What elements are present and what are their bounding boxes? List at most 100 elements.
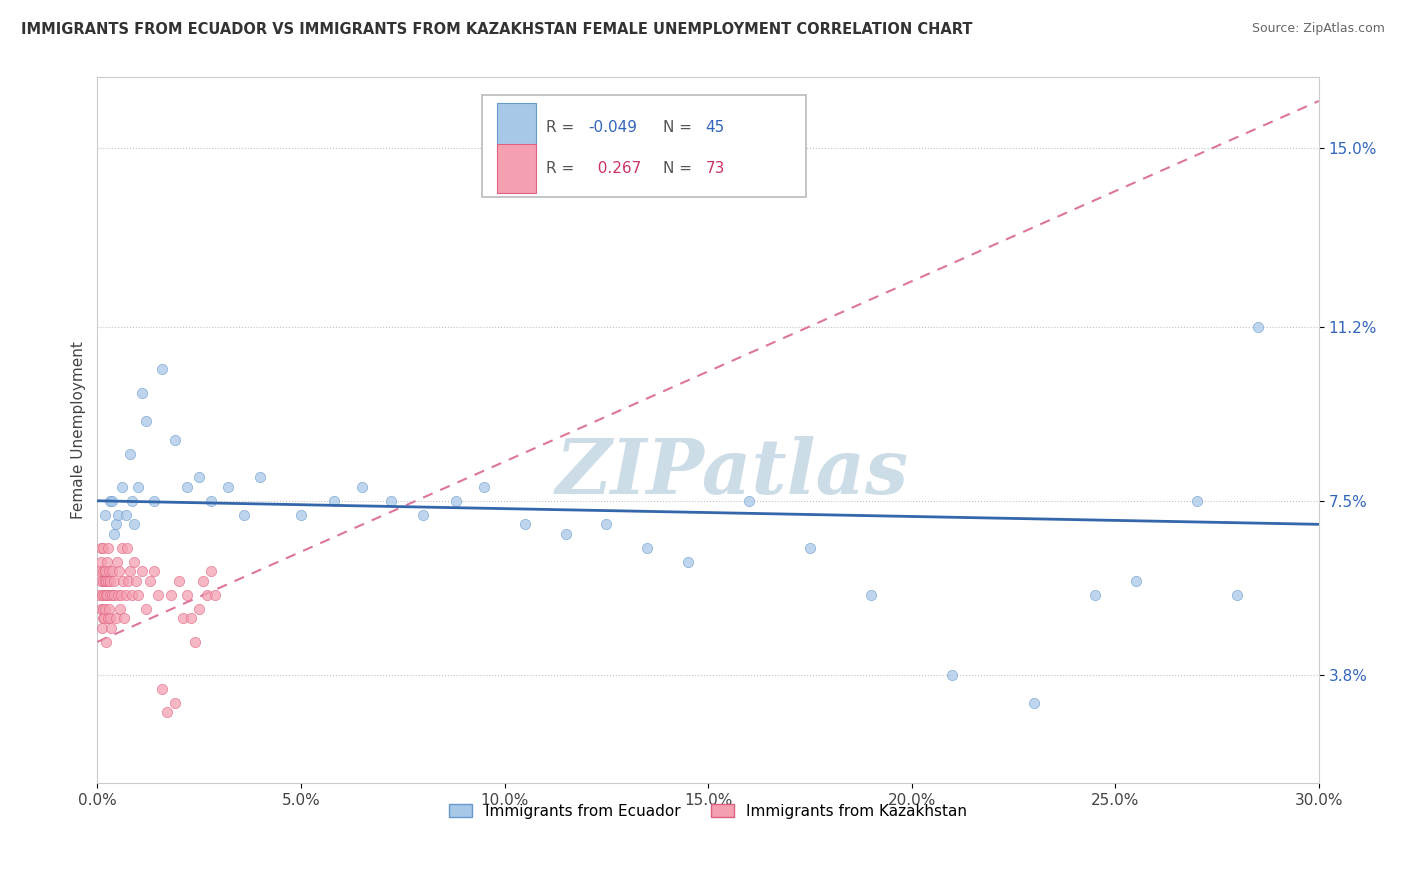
Text: R =: R = (546, 161, 579, 177)
Text: IMMIGRANTS FROM ECUADOR VS IMMIGRANTS FROM KAZAKHSTAN FEMALE UNEMPLOYMENT CORREL: IMMIGRANTS FROM ECUADOR VS IMMIGRANTS FR… (21, 22, 973, 37)
Point (115, 588, 138, 602)
Point (90, 574, 112, 588)
Point (127, 588, 149, 602)
Point (105, 555, 128, 569)
Point (97, 602, 120, 616)
Point (290, 508, 312, 522)
Text: 45: 45 (706, 120, 725, 136)
Point (100, 621, 122, 635)
Text: ZIPatlas: ZIPatlas (555, 435, 910, 509)
Text: R =: R = (546, 120, 579, 136)
Text: N =: N = (662, 161, 697, 177)
Point (107, 565, 129, 579)
Point (97, 541, 120, 555)
FancyBboxPatch shape (496, 103, 536, 153)
Point (350, 480, 373, 494)
Point (110, 588, 132, 602)
Point (98, 611, 121, 625)
Point (117, 574, 139, 588)
Point (89, 588, 111, 602)
Point (131, 385, 153, 400)
Point (108, 602, 131, 616)
Point (188, 470, 211, 484)
Point (1226, 588, 1249, 602)
Point (107, 588, 129, 602)
Point (176, 588, 198, 602)
Point (93, 611, 115, 625)
Point (122, 517, 145, 532)
Point (380, 493, 402, 508)
Point (1185, 493, 1208, 508)
Point (180, 611, 202, 625)
Point (163, 696, 186, 710)
Point (91, 588, 114, 602)
Point (799, 541, 821, 555)
Point (98, 588, 121, 602)
Point (163, 433, 186, 447)
Point (94, 574, 117, 588)
Point (554, 526, 576, 541)
Point (159, 588, 181, 602)
Point (90, 602, 112, 616)
Point (121, 588, 143, 602)
Point (193, 574, 215, 588)
Point (98, 493, 121, 508)
Point (122, 555, 145, 569)
Point (444, 493, 467, 508)
Point (103, 574, 125, 588)
Point (96, 588, 118, 602)
Point (131, 565, 153, 579)
Point (738, 493, 761, 508)
Point (232, 508, 254, 522)
FancyBboxPatch shape (482, 95, 806, 197)
Point (90, 541, 112, 555)
Text: Source: ZipAtlas.com: Source: ZipAtlas.com (1251, 22, 1385, 36)
Point (195, 588, 218, 602)
Point (103, 526, 125, 541)
Point (200, 493, 222, 508)
Point (204, 588, 226, 602)
Point (127, 480, 149, 494)
Point (100, 493, 122, 508)
Point (96, 635, 118, 649)
Text: 73: 73 (706, 161, 725, 177)
Point (103, 588, 125, 602)
Point (152, 362, 174, 376)
Point (98, 565, 121, 579)
Point (93, 588, 115, 602)
Point (118, 565, 141, 579)
Point (100, 574, 122, 588)
Point (143, 565, 166, 579)
Y-axis label: Female Unemployment: Female Unemployment (72, 342, 86, 519)
Point (89, 565, 111, 579)
Point (217, 480, 239, 494)
Point (90, 621, 112, 635)
Point (91, 565, 114, 579)
Point (93, 565, 115, 579)
Point (104, 517, 127, 532)
Point (90, 555, 112, 569)
Point (1084, 588, 1107, 602)
Point (100, 588, 122, 602)
Point (115, 508, 138, 522)
Point (93, 602, 115, 616)
Point (118, 447, 141, 461)
Point (472, 480, 495, 494)
Point (249, 470, 271, 484)
Point (135, 414, 157, 428)
Point (93, 541, 115, 555)
Text: N =: N = (662, 120, 697, 136)
Point (188, 602, 211, 616)
Point (139, 574, 162, 588)
Point (91, 574, 114, 588)
Point (135, 602, 157, 616)
Point (167, 574, 190, 588)
Legend: Immigrants from Ecuador, Immigrants from Kazakhstan: Immigrants from Ecuador, Immigrants from… (443, 797, 973, 825)
Point (97, 574, 120, 588)
Point (94, 602, 117, 616)
Point (941, 668, 963, 682)
Point (107, 508, 129, 522)
Point (94, 508, 117, 522)
Point (94, 565, 117, 579)
Point (636, 541, 658, 555)
